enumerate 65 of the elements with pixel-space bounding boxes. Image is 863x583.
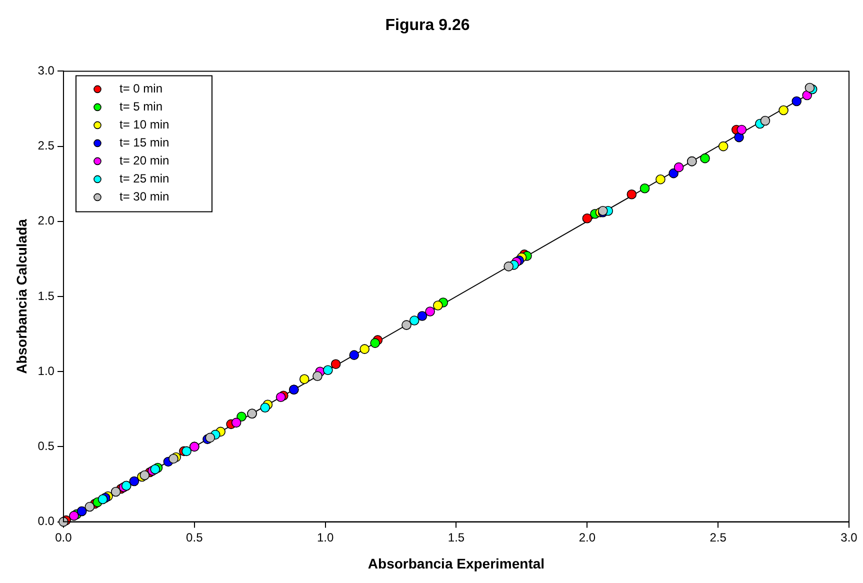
point — [626, 189, 637, 200]
point — [84, 502, 95, 512]
point — [236, 412, 246, 422]
y-tick-label: 2.5 — [38, 138, 55, 153]
point — [668, 168, 678, 178]
x-tick-label: 3.0 — [840, 530, 858, 544]
legend-label: t= 5 min — [119, 100, 163, 114]
point — [205, 432, 216, 443]
x-tick-label: 0.0 — [55, 530, 72, 544]
point — [417, 311, 428, 321]
point — [582, 213, 592, 224]
y-tick-label: 2.0 — [38, 214, 55, 228]
point — [504, 262, 514, 272]
point — [168, 454, 178, 464]
y-tick-label: 1.5 — [38, 288, 55, 303]
point — [69, 510, 79, 521]
point — [409, 316, 420, 326]
y-tick-label: 1.0 — [38, 364, 55, 378]
point — [778, 105, 788, 116]
point — [674, 162, 684, 172]
point — [140, 470, 150, 480]
y-tick-label: 3.0 — [38, 64, 55, 78]
point — [433, 300, 443, 310]
x-tick-label: 2.0 — [578, 530, 596, 544]
x-axis-title: Absorbancia Experimental — [368, 555, 545, 572]
legend-label: t= 0 min — [119, 82, 163, 96]
point — [656, 174, 666, 184]
point — [734, 132, 744, 142]
point — [402, 320, 412, 330]
x-tick-label: 0.5 — [186, 530, 204, 544]
point — [260, 402, 270, 413]
point — [360, 344, 370, 354]
y-axis-title: Absorbancia Calculada — [13, 218, 30, 374]
point — [129, 476, 140, 486]
point — [110, 486, 121, 497]
point — [98, 494, 108, 504]
legend-label: t= 20 min — [119, 154, 170, 168]
legend-label: t= 25 min — [119, 172, 170, 186]
point — [760, 116, 770, 126]
y-tick-label: 0.5 — [38, 439, 55, 454]
point — [370, 338, 380, 348]
legend-label: t= 30 min — [119, 190, 170, 204]
point — [349, 350, 360, 360]
x-tick-label: 2.5 — [710, 530, 727, 544]
point — [792, 96, 802, 106]
x-tick-label: 1.0 — [316, 530, 334, 544]
y-tick-label: 0.0 — [38, 514, 55, 528]
point — [640, 183, 650, 194]
point — [231, 418, 242, 428]
legend-label: t= 10 min — [119, 118, 170, 132]
legend-label: t= 15 min — [119, 136, 170, 150]
point — [312, 371, 322, 382]
point — [182, 446, 192, 456]
point — [276, 392, 286, 402]
chart-title: Figura 9.26 — [385, 17, 470, 34]
x-tick-label: 1.5 — [448, 530, 465, 544]
point — [425, 306, 435, 316]
point — [804, 82, 815, 93]
point — [718, 141, 728, 152]
point — [299, 374, 310, 384]
point — [700, 153, 710, 164]
point — [150, 464, 160, 474]
point — [330, 359, 341, 369]
point — [323, 365, 333, 375]
point — [736, 124, 747, 135]
